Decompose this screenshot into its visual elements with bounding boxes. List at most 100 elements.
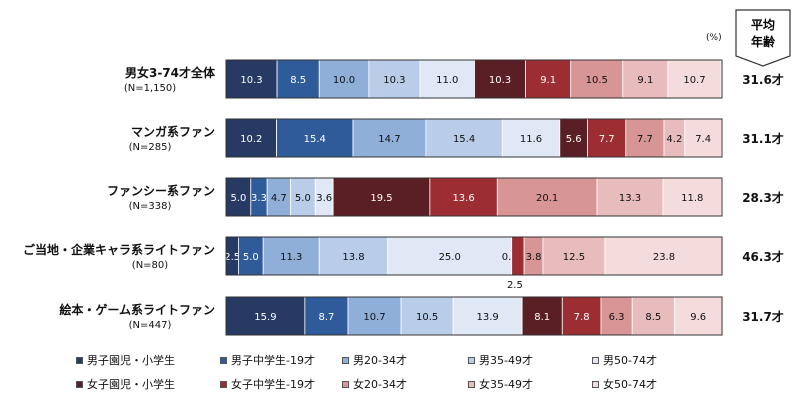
data-label: 11.0 <box>436 75 458 86</box>
data-label: 3.6 <box>316 193 332 204</box>
data-label: 7.7 <box>599 134 615 145</box>
legend-swatch <box>76 356 83 364</box>
bar-frame <box>225 59 723 99</box>
row-name: マンガ系ファン <box>130 125 215 139</box>
data-label: 10.2 <box>240 134 262 145</box>
data-label: 9.1 <box>637 75 653 86</box>
data-label: 11.3 <box>280 252 302 263</box>
legend-swatch <box>220 380 227 388</box>
bar-segment <box>625 118 665 158</box>
legend-swatch <box>342 380 349 388</box>
data-label: 12.5 <box>563 252 585 263</box>
data-label: 3.3 <box>251 193 267 204</box>
data-label: 5.0 <box>230 193 246 204</box>
data-label: 6.3 <box>609 312 625 323</box>
legend-swatch <box>592 380 599 388</box>
legend-label: 男35-49才 <box>479 354 533 367</box>
data-label: 14.7 <box>378 134 400 145</box>
bar-segment <box>276 59 320 99</box>
legend-swatch <box>592 356 599 364</box>
bars-group: 10.3 8.5 10.0 10.3 11.0 10.3 9.1 10.5 9.1 10.7 10.… <box>224 59 724 336</box>
row-name: ファンシー系ファン <box>106 184 215 198</box>
row-sample-size: (N=285) <box>128 142 172 153</box>
data-label: 10.5 <box>416 312 438 323</box>
data-label: 7.4 <box>695 134 711 145</box>
data-label: 8.7 <box>318 312 334 323</box>
legend-swatch <box>220 356 227 364</box>
bar-segment <box>662 177 722 217</box>
data-label: 7.8 <box>574 312 590 323</box>
legend-swatch <box>468 356 475 364</box>
bar-segment <box>225 296 306 336</box>
data-label: 11.8 <box>681 193 703 204</box>
legend-item: 男20-34才 <box>342 352 407 368</box>
legend-label: 女50-74才 <box>603 378 657 391</box>
data-label: 7.7 <box>637 134 653 145</box>
data-label: 15.4 <box>453 134 475 145</box>
avg-age-header-badge: 平均 年齢 <box>735 9 791 67</box>
legend-item: 女50-74才 <box>592 376 657 392</box>
legend-label: 男子中学生-19才 <box>231 354 315 367</box>
avg-age-value: 31.7才 <box>742 310 784 324</box>
legend-label: 男子園児・小学生 <box>87 354 175 367</box>
data-label: 19.5 <box>370 193 392 204</box>
legend-item: 女35-49才 <box>468 376 533 392</box>
data-label: 5.0 <box>243 252 259 263</box>
bar-segment <box>684 118 722 158</box>
legend-swatch <box>468 380 475 388</box>
data-label: 15.9 <box>254 312 276 323</box>
data-label: 5.0 <box>295 193 311 204</box>
bar-segment <box>352 118 427 158</box>
legend-item: 女20-34才 <box>342 376 407 392</box>
data-label: 8.5 <box>290 75 306 86</box>
data-label: 15.4 <box>304 134 326 145</box>
bar-segment <box>332 177 431 217</box>
bar-segment <box>452 296 523 336</box>
row-label: 絵本・ゲーム系ライトファン (N=447) <box>0 303 215 331</box>
bar-segment <box>587 118 627 158</box>
data-label: 2.5 <box>224 252 240 263</box>
data-label: 10.3 <box>383 75 405 86</box>
bar-frame <box>225 296 723 336</box>
data-label: 8.5 <box>645 312 661 323</box>
bar-segment <box>387 236 513 276</box>
legend-label: 女20-34才 <box>353 378 407 391</box>
bar-frame <box>225 118 723 158</box>
data-label: 13.3 <box>619 193 641 204</box>
data-label: 9.6 <box>690 312 706 323</box>
data-label: 10.7 <box>363 312 385 323</box>
legend-label: 女子中学生-19才 <box>231 378 315 391</box>
bar-segment <box>276 118 354 158</box>
data-label: 13.8 <box>342 252 364 263</box>
data-label: 10.7 <box>683 75 705 86</box>
row-sample-size: (N=447) <box>128 320 172 331</box>
data-label: 23.8 <box>653 252 675 263</box>
row-label: マンガ系ファン (N=285) <box>0 125 215 153</box>
data-label: 5.6 <box>566 134 582 145</box>
bar-segment <box>673 296 723 336</box>
avg-age-value: 28.3才 <box>742 191 784 205</box>
bar-segment <box>570 59 624 99</box>
avg-header-line2: 年齢 <box>751 34 776 49</box>
bar-segment <box>521 296 563 336</box>
bar-frame <box>225 177 723 217</box>
data-label: 4.7 <box>271 193 287 204</box>
bar-segment <box>290 177 316 217</box>
data-label: 8.1 <box>534 312 550 323</box>
row-sample-size: (N=338) <box>128 201 172 212</box>
data-label: 9.1 <box>540 75 556 86</box>
bar-segment <box>600 296 633 336</box>
row-label: ご当地・企業キャラ系ライトファン (N=80) <box>0 243 215 271</box>
legend-item: 男子園児・小学生 <box>76 352 175 368</box>
bar-segment <box>604 236 724 276</box>
bar-segment <box>622 59 669 99</box>
data-label: 10.0 <box>333 75 355 86</box>
legend-swatch <box>76 380 83 388</box>
row-sample-size: (N=80) <box>131 260 169 271</box>
legend-item: 男子中学生-19才 <box>220 352 315 368</box>
data-label: 13.6 <box>452 193 474 204</box>
bar-segment <box>559 118 588 158</box>
legend-label: 女35-49才 <box>479 378 533 391</box>
data-label: 0.0 <box>502 252 518 263</box>
